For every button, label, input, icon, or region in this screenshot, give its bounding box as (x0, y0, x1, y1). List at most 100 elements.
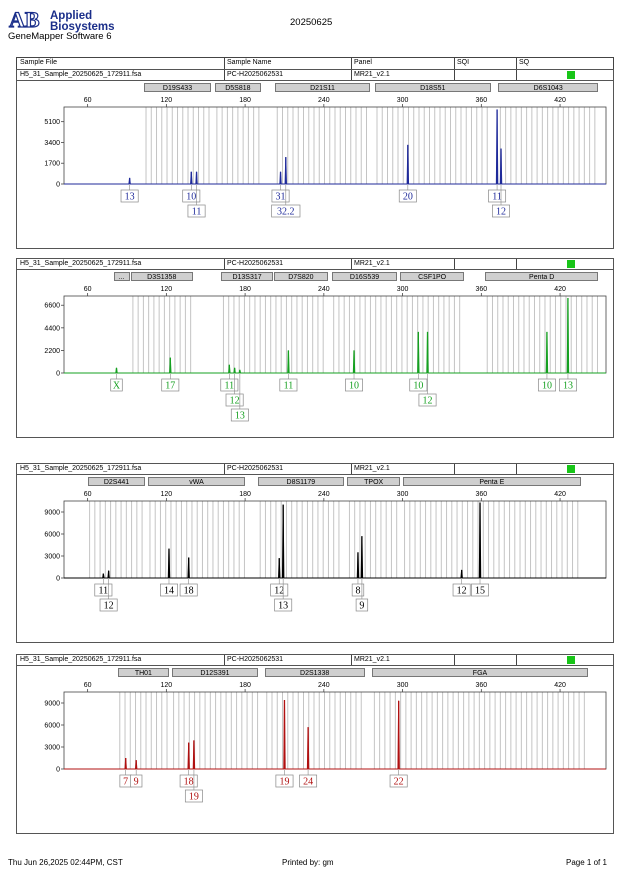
allele-box (299, 774, 318, 788)
column-divider (224, 464, 225, 474)
panel-panel: MR21_v2.1 (354, 465, 390, 472)
locus-box: D19S433 (144, 83, 211, 92)
locus-box: FGA (372, 668, 588, 677)
allele-label: 7 (123, 777, 128, 788)
x-tick-label: 300 (397, 97, 409, 104)
x-tick-label: 420 (554, 286, 566, 293)
report-date: 20250625 (290, 17, 333, 28)
panel-sample-file: H5_31_Sample_20250625_172911.fsa (20, 71, 142, 78)
y-tick-label: 0 (56, 576, 60, 583)
x-tick-label: 300 (397, 286, 409, 293)
column-divider (224, 58, 225, 69)
allele-box (471, 583, 489, 597)
allele-label: 9 (359, 601, 364, 612)
y-tick-label: 5100 (44, 119, 60, 126)
allele-label: 11 (192, 207, 202, 218)
allele-box (409, 378, 428, 392)
report-footer: Thu Jun 26,2025 02:44PM, CST Printed by:… (0, 856, 620, 872)
y-tick-label: 9000 (44, 701, 60, 708)
page-number: Page 1 of 1 (566, 858, 607, 867)
col-sample-file: Sample File (20, 59, 57, 66)
allele-box (179, 583, 198, 597)
panel-title-row: H5_31_Sample_20250625_172911.fsa PC-H2025… (17, 655, 613, 666)
allele-box (452, 583, 471, 597)
allele-box (187, 204, 206, 218)
allele-box (225, 393, 244, 407)
column-divider (516, 464, 517, 474)
locus-box: vWA (147, 477, 246, 486)
allele-label: 22 (394, 777, 404, 788)
column-divider (454, 259, 455, 269)
panel-blue: H5_31_Sample_20250625_172911.fsa PC-H2025… (16, 69, 614, 249)
y-tick-label: 4400 (44, 325, 60, 332)
panel-sample-file: H5_31_Sample_20250625_172911.fsa (20, 656, 142, 663)
x-tick-label: 120 (161, 682, 173, 689)
allele-label: 12 (230, 396, 240, 407)
allele-box (99, 598, 118, 612)
y-tick-label: 6000 (44, 532, 60, 539)
allele-label: 10 (542, 381, 552, 392)
panel-sample-file: H5_31_Sample_20250625_172911.fsa (20, 465, 142, 472)
x-tick-label: 300 (397, 682, 409, 689)
locus-box: D5S818 (214, 83, 261, 92)
y-tick-label: 6000 (44, 723, 60, 730)
x-tick-label: 300 (397, 491, 409, 498)
allele-label: 24 (303, 777, 313, 788)
locus-box: D18S51 (375, 83, 491, 92)
locus-box: D2S1338 (264, 668, 365, 677)
quality-flag-icon (567, 656, 575, 664)
allele-box (220, 378, 239, 392)
allele-label: 12 (457, 586, 467, 597)
allele-label: 14 (164, 586, 174, 597)
brand-name: Applied Biosystems (50, 10, 115, 33)
allele-label: 10 (349, 381, 359, 392)
allele-label: 19 (279, 777, 289, 788)
allele-label: 13 (235, 411, 245, 422)
electropherogram-chart: 60 120 180 240 300 360 420 0 3000 6000 9000 11 12 14 1… (44, 491, 607, 612)
allele-label: 11 (225, 381, 235, 392)
allele-box (270, 583, 289, 597)
column-divider (516, 70, 517, 80)
col-sq: SQ (519, 59, 530, 66)
panel-sample-name: PC-H2025062531 (227, 71, 284, 78)
brand-line-2: Biosystems (50, 21, 115, 33)
locus-box: D16S539 (331, 272, 398, 281)
report-header: AB Applied Biosystems GeneMapper Softwar… (0, 0, 620, 56)
x-tick-label: 240 (318, 491, 330, 498)
y-tick-label: 2200 (44, 348, 60, 355)
panel-panel: MR21_v2.1 (354, 656, 390, 663)
x-tick-label: 240 (318, 682, 330, 689)
allele-box (130, 774, 143, 788)
panel-panel: MR21_v2.1 (354, 260, 390, 267)
allele-label: 11 (492, 192, 502, 203)
panel-black: H5_31_Sample_20250625_172911.fsa PC-H2025… (16, 463, 614, 643)
allele-box (279, 378, 298, 392)
y-tick-label: 1700 (44, 161, 60, 168)
allele-label: 32.2 (277, 207, 295, 218)
panel-sample-name: PC-H2025062531 (227, 260, 284, 267)
allele-label: 20 (403, 192, 413, 203)
x-tick-label: 60 (84, 286, 92, 293)
allele-box (182, 189, 201, 203)
column-divider (454, 464, 455, 474)
allele-label: 10 (413, 381, 423, 392)
allele-box (389, 774, 408, 788)
locus-box: D8S1179 (258, 477, 344, 486)
allele-label: 12 (423, 396, 433, 407)
x-tick-label: 180 (239, 286, 251, 293)
x-tick-label: 120 (161, 491, 173, 498)
y-tick-label: 3000 (44, 554, 60, 561)
quality-flag-icon (567, 260, 575, 268)
column-divider (351, 70, 352, 80)
panel-red: H5_31_Sample_20250625_172911.fsa PC-H2025… (16, 654, 614, 834)
locus-box: D2S441 (87, 477, 146, 486)
allele-box (418, 393, 437, 407)
allele-box (355, 598, 369, 612)
locus-box: CSF1PO (399, 272, 465, 281)
x-tick-label: 360 (475, 491, 487, 498)
allele-label: 31 (276, 192, 286, 203)
allele-label: 10 (186, 192, 196, 203)
locus-box: D6S1043 (498, 83, 599, 92)
column-divider (454, 58, 455, 69)
col-sample-name: Sample Name (227, 59, 272, 66)
